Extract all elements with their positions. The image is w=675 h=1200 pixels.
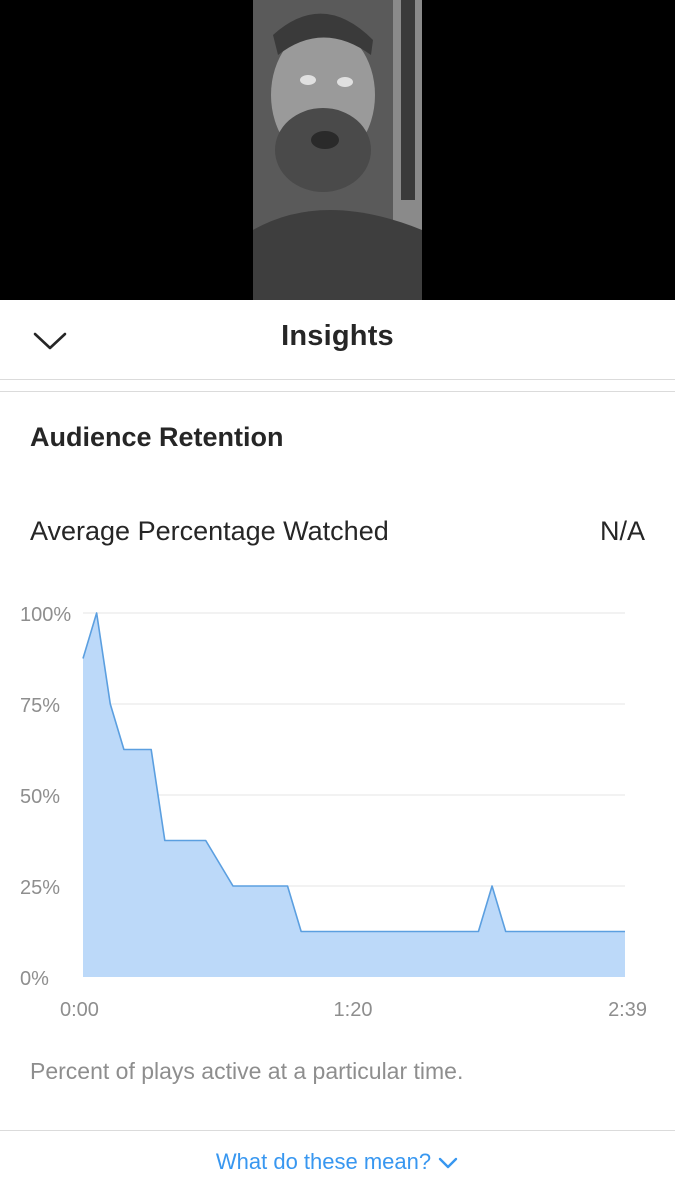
metric-label: Average Percentage Watched xyxy=(30,516,389,546)
section-title: Audience Retention xyxy=(30,422,284,452)
help-link-label: What do these mean? xyxy=(215,1149,432,1174)
y-tick-label: 100% xyxy=(20,604,71,626)
video-preview[interactable] xyxy=(0,0,675,300)
retention-area xyxy=(83,613,625,977)
divider xyxy=(0,391,675,392)
retention-chart: 0% 25% 50% 75% 100% 0:00 1:20 2:39 xyxy=(20,604,647,1021)
insights-header: Insights xyxy=(0,300,675,380)
x-tick-label: 0:00 xyxy=(60,999,99,1021)
video-thumbnail xyxy=(253,0,422,300)
page-title: Insights xyxy=(281,320,394,352)
y-tick-label: 75% xyxy=(20,695,60,717)
y-tick-label: 25% xyxy=(20,877,60,899)
chart-caption: Percent of plays active at a particular … xyxy=(30,1058,464,1084)
chevron-down-icon xyxy=(33,332,67,350)
x-tick-label: 2:39 xyxy=(608,999,647,1021)
x-tick-label: 1:20 xyxy=(334,999,373,1021)
retention-line xyxy=(82,612,625,933)
y-tick-label: 0% xyxy=(20,968,49,990)
collapse-button[interactable] xyxy=(30,324,70,358)
chevron-down-icon xyxy=(438,1157,458,1169)
metric-value: N/A xyxy=(599,516,645,546)
help-link[interactable]: What do these mean? xyxy=(0,1149,675,1175)
divider xyxy=(0,1130,675,1131)
y-tick-label: 50% xyxy=(20,786,60,808)
